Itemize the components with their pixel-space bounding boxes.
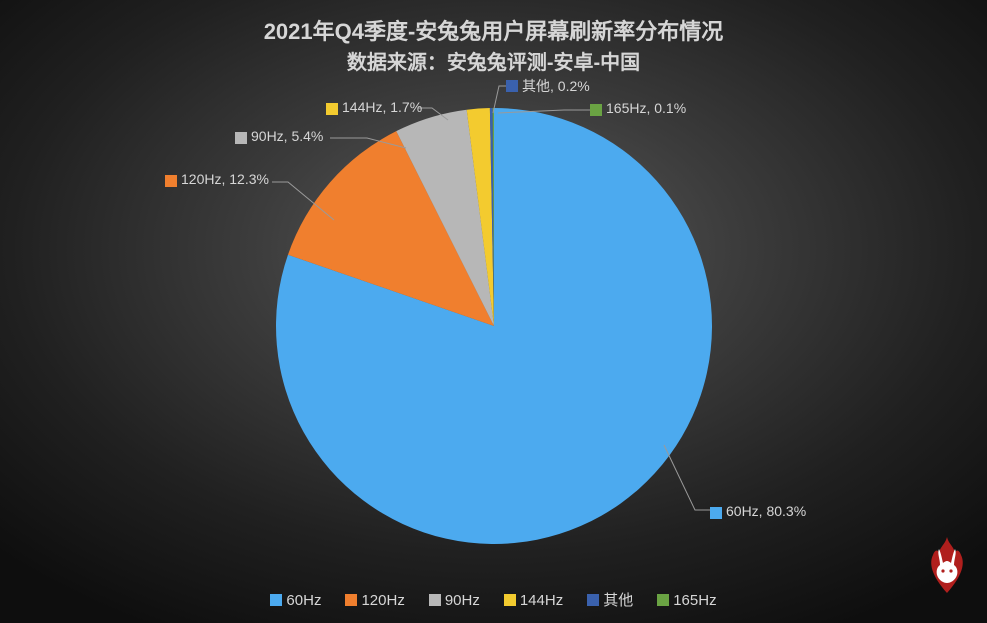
label-text-other: 其他, 0.2% [522,76,590,96]
label-text-60Hz: 60Hz, 80.3% [726,503,806,519]
pie-chart [264,96,724,556]
legend-label-other: 其他 [603,592,633,609]
legend-item-60Hz: 60Hz [270,594,321,608]
label-swatch-other [506,80,518,92]
chart-stage: 2021年Q4季度-安兔兔用户屏幕刷新率分布情况 数据来源：安兔兔评测-安卓-中… [0,0,987,623]
chart-subtitle: 数据来源：安兔兔评测-安卓-中国 [0,46,987,75]
label-text-120Hz: 120Hz, 12.3% [181,171,269,187]
legend-swatch-60Hz [270,594,282,606]
legend-item-other: 其他 [587,594,633,608]
legend-item-120Hz: 120Hz [345,594,404,608]
legend-swatch-90Hz [429,594,441,606]
label-swatch-90Hz [235,132,247,144]
antutu-logo-icon [917,535,977,595]
label-text-165Hz: 165Hz, 0.1% [606,100,686,116]
legend-item-165Hz: 165Hz [657,594,716,608]
legend-swatch-other [587,594,599,606]
label-swatch-60Hz [710,507,722,519]
label-text-144Hz: 144Hz, 1.7% [342,99,422,115]
legend-label-60Hz: 60Hz [286,592,321,609]
legend-swatch-120Hz [345,594,357,606]
legend-label-120Hz: 120Hz [361,592,404,609]
label-swatch-120Hz [165,175,177,187]
legend-swatch-144Hz [504,594,516,606]
legend-item-90Hz: 90Hz [429,594,480,608]
chart-title: 2021年Q4季度-安兔兔用户屏幕刷新率分布情况 [0,14,987,46]
label-text-90Hz: 90Hz, 5.4% [251,128,323,144]
label-swatch-165Hz [590,104,602,116]
legend-swatch-165Hz [657,594,669,606]
legend-label-90Hz: 90Hz [445,592,480,609]
legend-label-165Hz: 165Hz [673,592,716,609]
legend-label-144Hz: 144Hz [520,592,563,609]
legend: 60Hz 120Hz 90Hz 144Hz 其他 165Hz [0,592,987,609]
pie-area [0,96,987,566]
label-swatch-144Hz [326,103,338,115]
legend-item-144Hz: 144Hz [504,594,563,608]
